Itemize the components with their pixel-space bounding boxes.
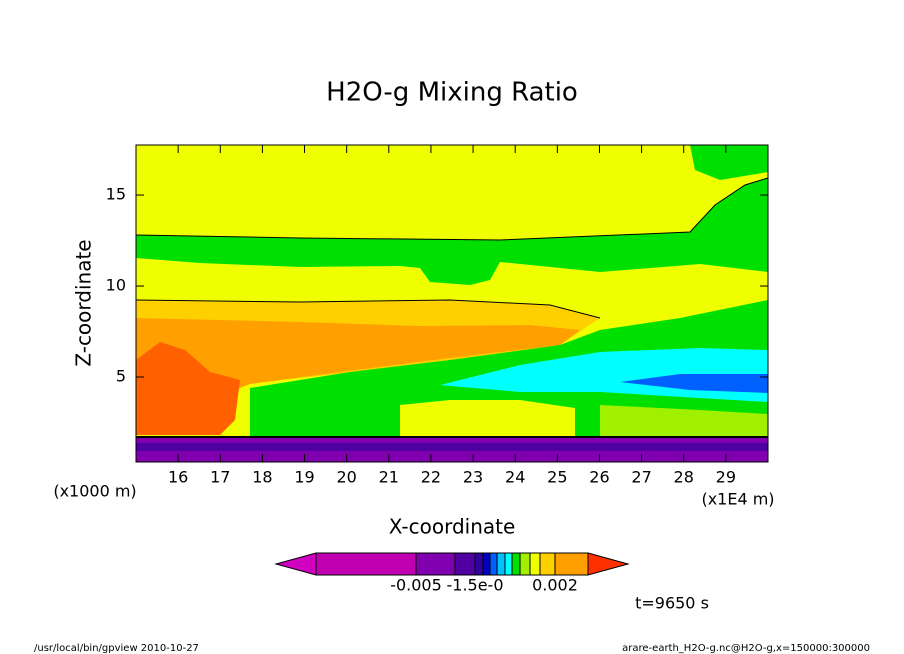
x-tick-label: 22 [421, 468, 441, 487]
contour-field [135, 145, 769, 462]
x-axis-label: X-coordinate [389, 515, 516, 539]
contour-line [135, 299, 601, 319]
contour-region [400, 400, 575, 436]
contour-line [135, 177, 769, 241]
contour-region [620, 374, 768, 393]
colorbar-segment [496, 552, 506, 576]
y-unit-label: (x1000 m) [53, 482, 136, 501]
x-unit-label: (x1E4 m) [701, 490, 774, 509]
y-axis-label: Z-coordinate [72, 239, 96, 366]
y-tick-label: 5 [116, 367, 126, 386]
colorbar-segment [529, 552, 541, 576]
x-tick-label: 16 [168, 468, 188, 487]
x-tick-label: 17 [210, 468, 230, 487]
y-tick-label: 10 [106, 276, 126, 295]
x-tick-label: 27 [631, 468, 651, 487]
colorbar-segment [511, 552, 521, 576]
colorbar-segment [587, 552, 630, 576]
y-tick-label: 15 [106, 185, 126, 204]
x-tick-label: 19 [294, 468, 314, 487]
chart-title: H2O-g Mixing Ratio [326, 78, 578, 108]
colorbar-segment [519, 552, 531, 576]
colorbar-tick-label: -1.5e-0 [446, 576, 503, 595]
contour-region [600, 405, 768, 436]
colorbar-segment [489, 552, 498, 576]
plot-frame [135, 144, 769, 463]
colorbar-segment [454, 552, 476, 576]
x-tick-label: 24 [505, 468, 525, 487]
colorbar-segment [504, 552, 513, 576]
colorbar-segment [539, 552, 556, 576]
colorbar-tick-label: -0.005 [390, 576, 442, 595]
contour-region [136, 178, 768, 285]
colorbar-segment [415, 552, 456, 576]
x-tick-label: 23 [463, 468, 483, 487]
contour-region [136, 318, 580, 400]
colorbar-segment [474, 552, 484, 576]
x-tick-label: 18 [252, 468, 272, 487]
colorbar-segment [554, 552, 589, 576]
footer-left: /usr/local/bin/gpview 2010-10-27 [34, 643, 199, 654]
colorbar-segment [315, 552, 417, 576]
contour-region [690, 145, 768, 180]
x-tick-label: 28 [674, 468, 694, 487]
x-tick-label: 25 [547, 468, 567, 487]
contour-region [136, 443, 768, 451]
x-tick-label: 29 [716, 468, 736, 487]
x-tick-label: 26 [589, 468, 609, 487]
colorbar-segment [482, 552, 491, 576]
x-tick-label: 21 [379, 468, 399, 487]
footer-right: arare-earth_H2O-g.nc@H2O-g,x=150000:3000… [622, 643, 870, 654]
time-label: t=9650 s [635, 594, 709, 613]
colorbar-tick-label: 0.002 [532, 576, 578, 595]
contour-region [136, 342, 240, 435]
x-tick-label: 20 [336, 468, 356, 487]
